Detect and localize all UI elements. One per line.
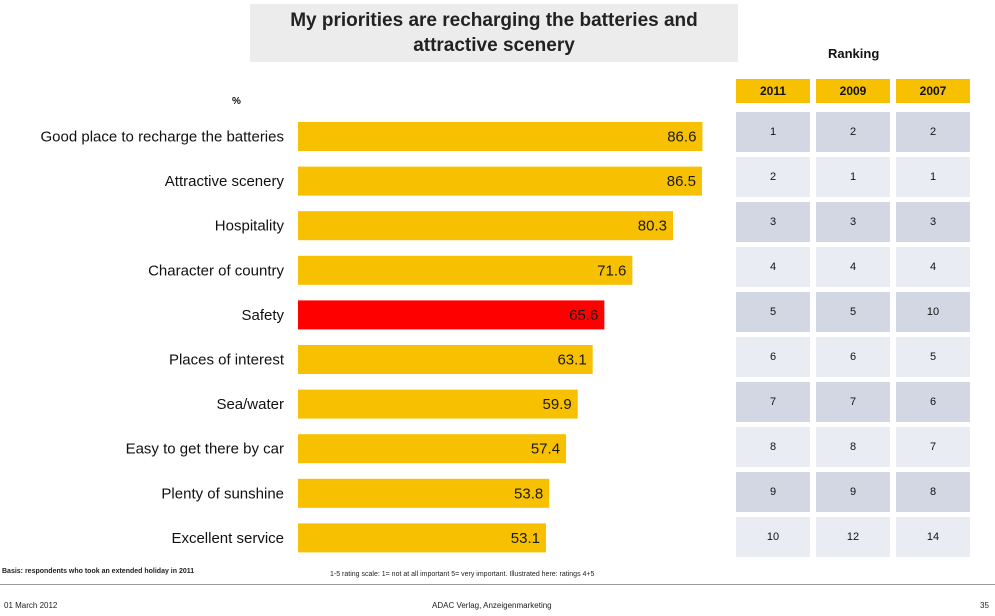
bar-1 — [298, 122, 703, 151]
ranking-cell: 7 — [816, 382, 890, 422]
ranking-cell: 10 — [736, 517, 810, 557]
ranking-cell: 9 — [736, 472, 810, 512]
ranking-year-header: 2007 — [896, 79, 970, 103]
ranking-cell: 5 — [896, 337, 970, 377]
ranking-cell: 7 — [896, 427, 970, 467]
bar-7 — [298, 389, 578, 419]
value-label-1: 86.6 — [667, 129, 696, 146]
ranking-cell: 4 — [736, 247, 810, 287]
ranking-cell: 1 — [816, 157, 890, 197]
ranking-cell: 3 — [736, 202, 810, 242]
value-label-10: 53.1 — [511, 530, 540, 547]
bar-10 — [298, 523, 546, 553]
ranking-cell: 2 — [816, 112, 890, 152]
footer-page-number: 35 — [980, 601, 989, 610]
bar-chart: Good place to recharge the batteries 86.6… — [41, 122, 703, 553]
ranking-cell: 14 — [896, 517, 970, 557]
bar-6 — [298, 345, 593, 374]
chart-title: My priorities are recharging the batteri… — [250, 4, 738, 62]
ranking-cell: 3 — [896, 202, 970, 242]
category-label-7: Sea/water — [216, 396, 284, 413]
ranking-cell: 4 — [896, 247, 970, 287]
ranking-cell: 2 — [736, 157, 810, 197]
value-label-7: 59.9 — [543, 396, 572, 413]
unit-label: % — [232, 96, 241, 107]
chart-title-line2: attractive scenery — [413, 35, 575, 56]
bar-2 — [298, 166, 702, 196]
chart-title-line1: My priorities are recharging the batteri… — [290, 10, 698, 31]
value-label-2: 86.5 — [667, 173, 696, 190]
category-label-6: Places of interest — [169, 352, 285, 369]
category-label-4: Character of country — [148, 262, 284, 279]
ranking-cell: 6 — [896, 382, 970, 422]
value-label-4: 71.6 — [597, 262, 626, 279]
bar-3 — [298, 211, 674, 241]
footer-company: ADAC Verlag, Anzeigenmarketing — [432, 601, 552, 610]
ranking-cell: 6 — [736, 337, 810, 377]
category-label-10: Excellent service — [171, 530, 284, 547]
ranking-cell: 5 — [816, 292, 890, 332]
ranking-cell: 3 — [816, 202, 890, 242]
bar-8 — [298, 434, 567, 464]
value-label-3: 80.3 — [638, 218, 667, 235]
ranking-cell: 1 — [896, 157, 970, 197]
value-label-5: 65.6 — [569, 307, 598, 324]
ranking-cell: 8 — [816, 427, 890, 467]
ranking-cell: 1 — [736, 112, 810, 152]
footer-divider — [0, 584, 995, 585]
category-label-2: Attractive scenery — [165, 173, 285, 190]
category-label-1: Good place to recharge the batteries — [41, 129, 285, 146]
ranking-cell: 2 — [896, 112, 970, 152]
ranking-cell: 4 — [816, 247, 890, 287]
ranking-cell: 8 — [736, 427, 810, 467]
ranking-cell: 6 — [816, 337, 890, 377]
bar-9 — [298, 478, 550, 508]
ranking-label: Ranking — [828, 46, 880, 61]
value-label-6: 63.1 — [557, 352, 586, 369]
footnote-scale: 1-5 rating scale: 1= not at all importan… — [330, 571, 595, 578]
value-label-9: 53.8 — [514, 485, 543, 502]
ranking-cell: 12 — [816, 517, 890, 557]
footnote-basis: Basis: respondents who took an extended … — [2, 568, 195, 575]
ranking-cell: 10 — [896, 292, 970, 332]
ranking-cell: 8 — [896, 472, 970, 512]
ranking-year-header: 2011 — [736, 79, 810, 103]
value-label-8: 57.4 — [531, 441, 560, 458]
ranking-cell: 9 — [816, 472, 890, 512]
category-label-3: Hospitality — [215, 218, 285, 235]
ranking-year-header: 2009 — [816, 79, 890, 103]
footer-date: 01 March 2012 — [4, 601, 58, 610]
ranking-cell: 5 — [736, 292, 810, 332]
category-label-8: Easy to get there by car — [126, 441, 284, 458]
bar-5 — [298, 300, 605, 330]
ranking-cell: 7 — [736, 382, 810, 422]
bar-4 — [298, 255, 633, 285]
category-label-5: Safety — [241, 307, 284, 324]
category-label-9: Plenty of sunshine — [161, 485, 284, 502]
